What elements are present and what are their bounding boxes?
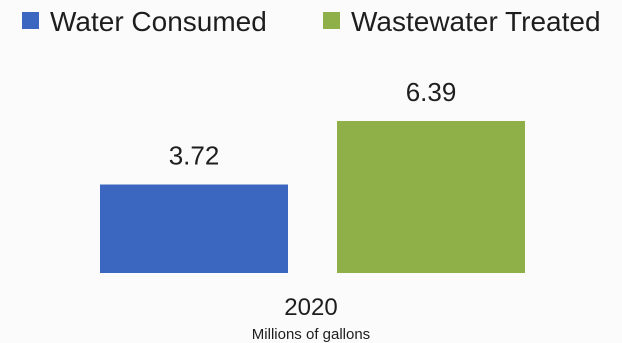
legend-swatch-water-consumed bbox=[22, 12, 39, 29]
category-label-2020: 2020 bbox=[284, 294, 337, 321]
value-label-water-consumed: 3.72 bbox=[169, 141, 220, 171]
legend-label-wastewater-treated: Wastewater Treated bbox=[351, 6, 601, 37]
x-axis-unit-label: Millions of gallons bbox=[252, 326, 370, 343]
legend-swatch-wastewater-treated bbox=[323, 12, 340, 29]
value-label-wastewater-treated: 6.39 bbox=[406, 77, 457, 107]
legend: Water Consumed Wastewater Treated bbox=[22, 6, 601, 37]
bar-wastewater-treated bbox=[337, 121, 525, 273]
legend-label-water-consumed: Water Consumed bbox=[50, 6, 267, 37]
value-labels-group: 3.72 6.39 bbox=[169, 77, 457, 171]
bar-water-consumed bbox=[100, 184, 288, 273]
bars-group bbox=[100, 121, 525, 273]
